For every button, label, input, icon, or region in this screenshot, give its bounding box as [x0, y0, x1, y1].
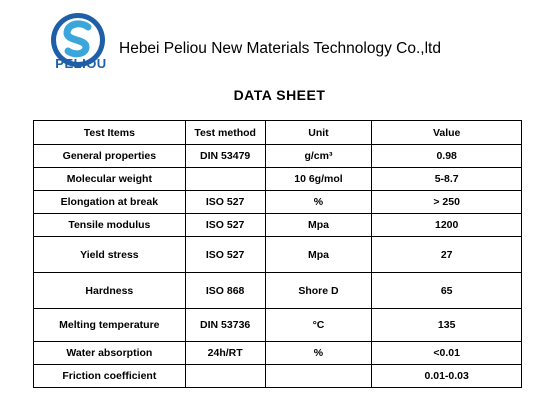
cell-unit: % — [264, 190, 373, 214]
cell-test-method: DIN 53736 — [184, 308, 266, 342]
cell-value: 5-8.7 — [371, 167, 522, 191]
table-row: Friction coefficient 0.01-0.03 — [33, 364, 522, 388]
table-row: Elongation at break ISO 527 % > 250 — [33, 190, 522, 214]
table-row: Water absorption 24h/RT % <0.01 — [33, 341, 522, 365]
cell-unit: Shore D — [264, 272, 373, 309]
cell-value: 0.98 — [371, 144, 522, 168]
table-row: Molecular weight 10 6g/mol 5-8.7 — [33, 167, 522, 191]
cell-test-method: 24h/RT — [184, 341, 266, 365]
cell-value: 27 — [371, 236, 522, 273]
cell-test-method: DIN 53479 — [184, 144, 266, 168]
cell-test-method — [184, 167, 266, 191]
cell-value: <0.01 — [371, 341, 522, 365]
cell-test-item: Yield stress — [33, 236, 186, 273]
column-header: Test Items — [33, 120, 186, 145]
cell-value: 65 — [371, 272, 522, 309]
column-header: Unit — [264, 120, 373, 145]
cell-test-item: Elongation at break — [33, 190, 186, 214]
cell-unit — [264, 364, 373, 388]
table-row: Yield stress ISO 527 Mpa 27 — [33, 236, 522, 273]
column-header: Test method — [184, 120, 266, 145]
cell-test-item: Hardness — [33, 272, 186, 309]
cell-unit: g/cm³ — [264, 144, 373, 168]
table-row: Melting temperature DIN 53736 °C 135 — [33, 308, 522, 342]
cell-unit: Mpa — [264, 213, 373, 237]
cell-unit: % — [264, 341, 373, 365]
cell-value: 1200 — [371, 213, 522, 237]
cell-test-method: ISO 868 — [184, 272, 266, 309]
cell-test-item: Water absorption — [33, 341, 186, 365]
table-row: Hardness ISO 868 Shore D 65 — [33, 272, 522, 309]
data-sheet-table: Test Items Test method Unit Value Genera… — [33, 120, 522, 388]
logo-text: PELIOU — [55, 56, 107, 71]
cell-unit: 10 6g/mol — [264, 167, 373, 191]
cell-value: > 250 — [371, 190, 522, 214]
table-row: Tensile modulus ISO 527 Mpa 1200 — [33, 213, 522, 237]
table-header-row: Test Items Test method Unit Value — [33, 120, 522, 145]
table-row: General properties DIN 53479 g/cm³ 0.98 — [33, 144, 522, 168]
cell-test-item: Friction coefficient — [33, 364, 186, 388]
company-name: Hebei Peliou New Materials Technology Co… — [119, 40, 441, 57]
cell-unit: Mpa — [264, 236, 373, 273]
peliou-logo-icon — [51, 13, 105, 67]
cell-test-item: Melting temperature — [33, 308, 186, 342]
cell-test-method: ISO 527 — [184, 236, 266, 273]
cell-test-item: General properties — [33, 144, 186, 168]
cell-value: 0.01-0.03 — [371, 364, 522, 388]
cell-test-method: ISO 527 — [184, 190, 266, 214]
cell-test-item: Tensile modulus — [33, 213, 186, 237]
column-header: Value — [371, 120, 522, 145]
cell-test-method — [184, 364, 266, 388]
cell-value: 135 — [371, 308, 522, 342]
page-title: DATA SHEET — [233, 87, 326, 103]
cell-test-item: Molecular weight — [33, 167, 186, 191]
cell-test-method: ISO 527 — [184, 213, 266, 237]
cell-unit: °C — [264, 308, 373, 342]
